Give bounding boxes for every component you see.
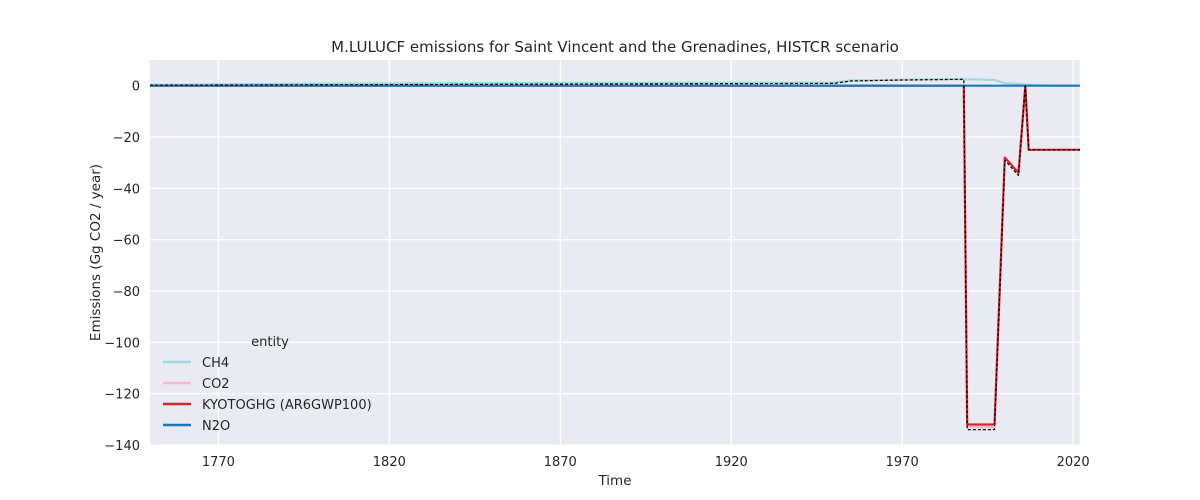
y-axis-label: Emissions (Gg CO2 / year) <box>88 164 104 341</box>
legend-entry-ch4: CH4 <box>163 356 229 371</box>
y-tick-label: −20 <box>113 131 140 146</box>
legend-label-co2: CO2 <box>202 377 230 392</box>
legend-label-kyotoghg: KYOTOGHG (AR6GWP100) <box>202 398 372 413</box>
grid <box>150 60 1080 446</box>
y-tick-label: −140 <box>104 439 140 454</box>
series-layer <box>149 78 1080 431</box>
y-tick-label: −80 <box>113 285 140 300</box>
y-tick-label: −60 <box>113 234 140 249</box>
ticks: 1770 1820 1870 1920 1970 2020 0 −20 −40 −60 −80 −10… <box>104 80 1089 470</box>
legend-entry-co2: CO2 <box>163 377 230 392</box>
y-tick-label: −120 <box>104 388 140 403</box>
x-tick-label: 1920 <box>715 455 748 470</box>
series-line-total-dashed <box>149 78 1080 431</box>
x-tick-label: 1970 <box>886 455 919 470</box>
x-axis-label: Time <box>597 473 631 489</box>
y-tick-label: −40 <box>113 182 140 197</box>
legend-label-ch4: CH4 <box>202 356 229 371</box>
x-tick-label: 1820 <box>373 455 406 470</box>
legend-label-n2o: N2O <box>202 419 230 434</box>
y-tick-label: 0 <box>132 80 140 95</box>
chart-title: M.LULUCF emissions for Saint Vincent and… <box>331 38 899 56</box>
x-tick-label: 1770 <box>202 455 235 470</box>
x-tick-label: 1870 <box>544 455 577 470</box>
legend-title: entity <box>251 335 289 350</box>
legend: entity CH4 CO2 KYOTOGHG (AR6GWP100) N2O <box>163 335 372 434</box>
y-tick-label: −100 <box>104 336 140 351</box>
x-tick-label: 2020 <box>1057 455 1090 470</box>
plot-background <box>150 60 1080 445</box>
legend-entry-n2o: N2O <box>163 419 230 434</box>
legend-entry-kyotoghg: KYOTOGHG (AR6GWP100) <box>163 398 372 413</box>
